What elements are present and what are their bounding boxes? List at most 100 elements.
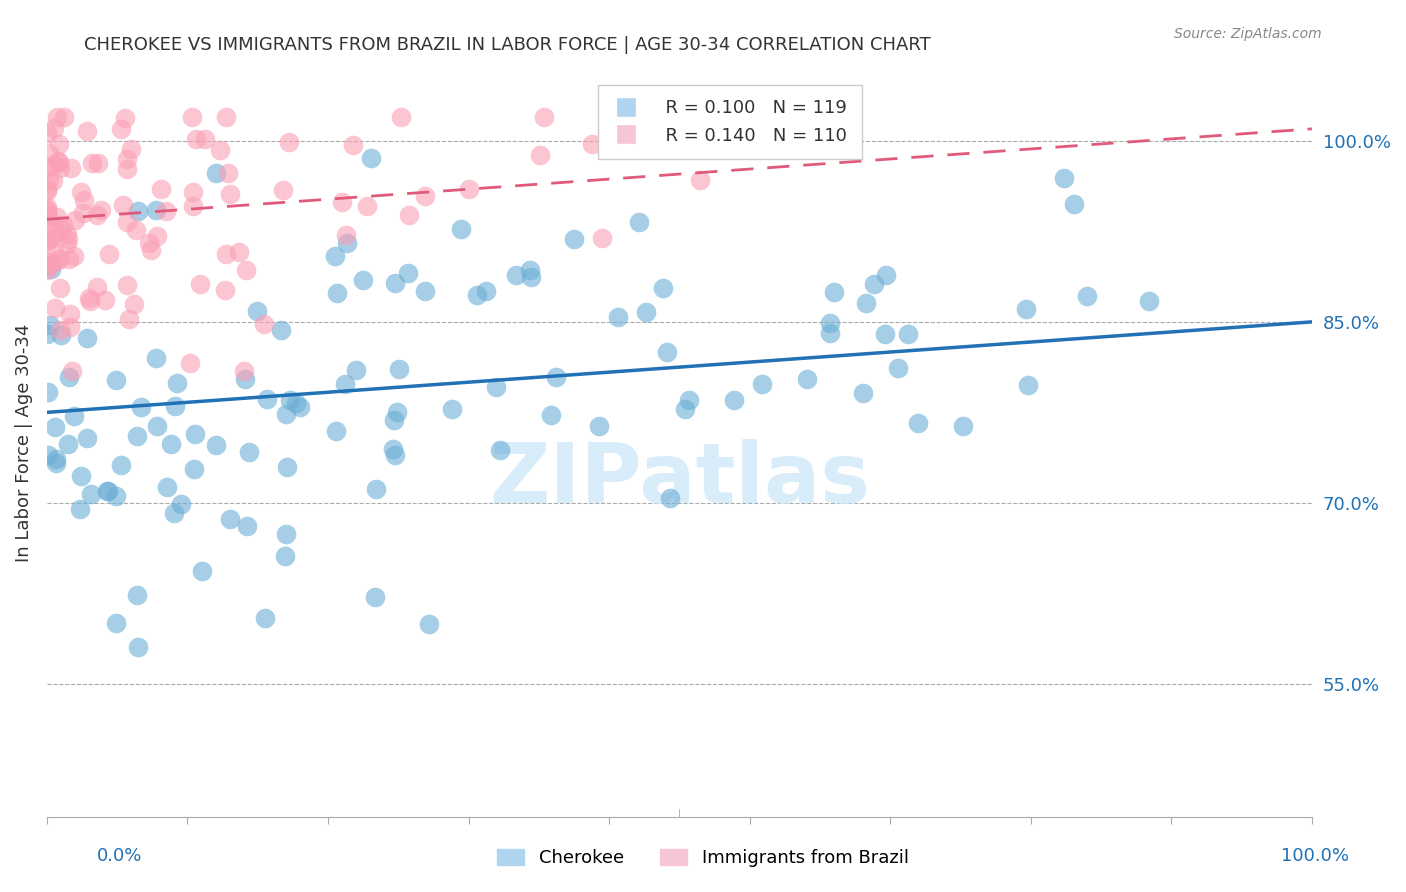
Point xyxy=(45,452,67,467)
Point xyxy=(38,233,60,247)
Point xyxy=(398,208,420,222)
Point xyxy=(344,362,367,376)
Point xyxy=(388,361,411,376)
Point xyxy=(160,437,183,451)
Point xyxy=(165,400,187,414)
Point xyxy=(69,502,91,516)
Point xyxy=(58,370,80,384)
Point xyxy=(77,292,100,306)
Point xyxy=(35,203,58,218)
Point xyxy=(219,187,242,202)
Point xyxy=(323,249,346,263)
Point xyxy=(215,110,238,124)
Point xyxy=(384,276,406,290)
Point xyxy=(35,202,58,217)
Point xyxy=(384,448,406,462)
Text: CHEROKEE VS IMMIGRANTS FROM BRAZIL IN LABOR FORCE | AGE 30-34 CORRELATION CHART: CHEROKEE VS IMMIGRANTS FROM BRAZIL IN LA… xyxy=(84,36,931,54)
Point xyxy=(1015,301,1038,316)
Point xyxy=(184,427,207,442)
Point xyxy=(179,356,201,370)
Point xyxy=(655,344,678,359)
Point xyxy=(818,326,841,340)
Point xyxy=(952,419,974,434)
Point xyxy=(48,252,70,267)
Point xyxy=(581,136,603,151)
Point xyxy=(76,331,98,345)
Point xyxy=(63,212,86,227)
Point xyxy=(124,297,146,311)
Point xyxy=(49,281,72,295)
Point xyxy=(658,491,681,505)
Point xyxy=(48,136,70,151)
Point xyxy=(450,222,472,236)
Point xyxy=(49,323,72,337)
Point xyxy=(69,468,91,483)
Point xyxy=(519,263,541,277)
Point xyxy=(475,284,498,298)
Point xyxy=(288,401,311,415)
Point xyxy=(886,361,908,376)
Point xyxy=(49,223,72,237)
Point xyxy=(352,273,374,287)
Point xyxy=(112,198,135,212)
Point xyxy=(228,245,250,260)
Point xyxy=(76,431,98,445)
Point xyxy=(35,182,58,196)
Point xyxy=(366,483,388,497)
Point xyxy=(110,121,132,136)
Point xyxy=(270,323,292,337)
Point xyxy=(389,110,412,124)
Point xyxy=(37,263,59,277)
Point xyxy=(35,260,58,274)
Point xyxy=(181,199,204,213)
Point xyxy=(87,156,110,170)
Point xyxy=(82,156,104,170)
Point xyxy=(907,416,929,430)
Point xyxy=(540,408,562,422)
Point xyxy=(191,564,214,578)
Point xyxy=(689,173,711,187)
Point xyxy=(46,153,69,168)
Point xyxy=(489,442,512,457)
Point xyxy=(529,148,551,162)
Legend:   R = 0.100   N = 119,   R = 0.140   N = 110: R = 0.100 N = 119, R = 0.140 N = 110 xyxy=(599,85,862,159)
Point xyxy=(356,198,378,212)
Point xyxy=(163,506,186,520)
Point xyxy=(285,396,308,410)
Point xyxy=(115,278,138,293)
Point xyxy=(628,215,651,229)
Point xyxy=(651,280,673,294)
Point xyxy=(145,351,167,366)
Point xyxy=(723,392,745,407)
Point xyxy=(44,301,66,315)
Point xyxy=(44,121,66,136)
Point xyxy=(209,143,232,157)
Point xyxy=(42,245,65,260)
Point xyxy=(325,424,347,438)
Point xyxy=(205,438,228,452)
Point xyxy=(606,310,628,324)
Point xyxy=(80,487,103,501)
Point xyxy=(485,380,508,394)
Point xyxy=(1053,170,1076,185)
Point xyxy=(60,364,83,378)
Point xyxy=(37,384,59,399)
Point xyxy=(520,270,543,285)
Point xyxy=(73,193,96,207)
Point xyxy=(271,183,294,197)
Point xyxy=(44,227,66,241)
Point xyxy=(125,223,148,237)
Point xyxy=(49,327,72,342)
Point xyxy=(235,263,257,277)
Point xyxy=(205,166,228,180)
Point xyxy=(35,208,58,222)
Point xyxy=(35,161,58,176)
Point xyxy=(215,246,238,260)
Point xyxy=(41,216,63,230)
Point xyxy=(58,252,80,267)
Point xyxy=(110,458,132,473)
Point xyxy=(855,295,877,310)
Point xyxy=(56,232,79,246)
Point xyxy=(465,288,488,302)
Point xyxy=(117,161,139,176)
